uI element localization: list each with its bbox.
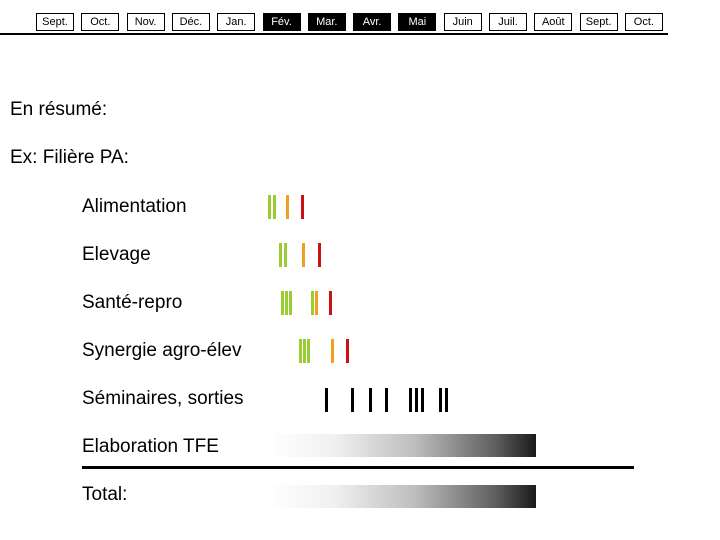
activity-tick <box>268 195 271 219</box>
month-box: Juin <box>443 13 482 31</box>
total-gradient-bar <box>268 485 536 508</box>
activity-tick <box>289 291 292 315</box>
month-box: Juil. <box>489 13 527 31</box>
activity-tick <box>286 195 289 219</box>
activity-tick <box>331 339 334 363</box>
summary-title: En résumé: <box>10 99 108 120</box>
month-box: Fév. <box>262 13 301 31</box>
month-box: Oct. <box>81 13 120 31</box>
activity-tick <box>439 388 442 412</box>
activity-tick <box>281 291 284 315</box>
total-separator-line <box>82 466 634 469</box>
row-label-elevage: Elevage <box>82 244 151 265</box>
month-box: Sept. <box>579 13 618 31</box>
row-label-alimentation: Alimentation <box>82 196 187 217</box>
activity-tick <box>325 388 328 412</box>
activity-tick <box>285 291 288 315</box>
month-box: Mai <box>398 13 437 31</box>
activity-tick <box>415 388 418 412</box>
activity-tick <box>315 291 318 315</box>
month-box: Jan. <box>217 13 256 31</box>
month-box: Sept. <box>36 13 74 31</box>
activity-tick <box>385 388 388 412</box>
example-title: Ex: Filière PA: <box>10 147 129 168</box>
month-box: Août <box>534 13 573 31</box>
row-label-total: Total: <box>82 484 128 505</box>
activity-tick <box>318 243 321 267</box>
month-box: Mar. <box>307 13 346 31</box>
activity-tick <box>302 243 305 267</box>
activity-tick <box>299 339 302 363</box>
month-box: Oct. <box>624 13 663 31</box>
activity-tick <box>329 291 332 315</box>
activity-tick <box>346 339 349 363</box>
month-box: Avr. <box>353 13 392 31</box>
activity-tick <box>351 388 354 412</box>
activity-tick <box>409 388 412 412</box>
activity-tick <box>273 195 276 219</box>
activity-tick <box>311 291 314 315</box>
tfe-gradient-bar <box>268 434 536 457</box>
month-box: Déc. <box>171 13 210 31</box>
row-label-sante-repro: Santé-repro <box>82 292 183 313</box>
row-label-seminaires: Séminaires, sorties <box>82 388 244 409</box>
activity-tick <box>301 195 304 219</box>
activity-tick <box>284 243 287 267</box>
activity-tick <box>421 388 424 412</box>
timeline-baseline <box>0 33 668 35</box>
activity-tick <box>445 388 448 412</box>
row-label-tfe: Elaboration TFE <box>82 436 219 457</box>
activity-tick <box>369 388 372 412</box>
row-label-synergie: Synergie agro-élev <box>82 340 242 361</box>
month-box: Nov. <box>126 13 165 31</box>
activity-tick <box>307 339 310 363</box>
activity-tick <box>303 339 306 363</box>
activity-tick <box>279 243 282 267</box>
